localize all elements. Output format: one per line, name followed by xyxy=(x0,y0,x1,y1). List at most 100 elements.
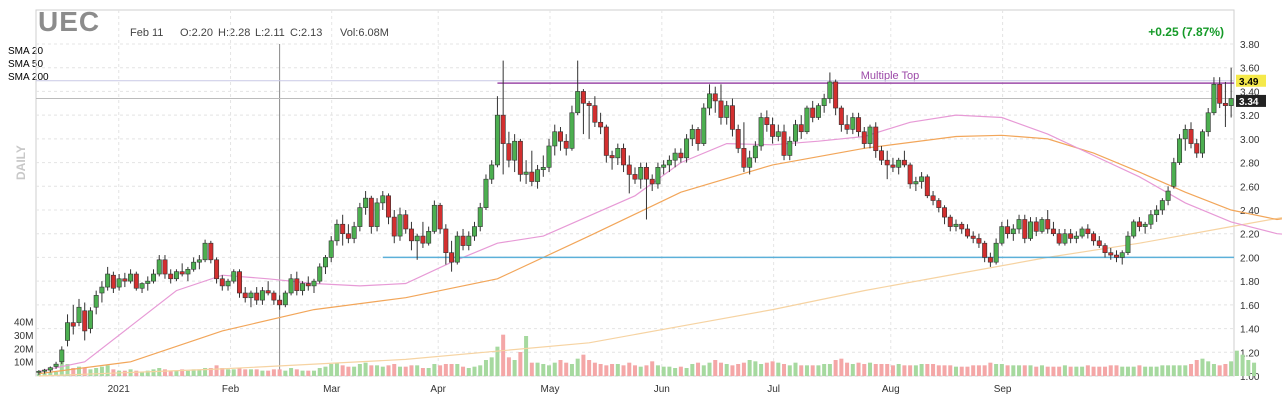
volume-bar xyxy=(770,361,775,376)
volume-bar xyxy=(713,360,718,376)
candle-body xyxy=(47,367,53,371)
volume-bar xyxy=(346,366,351,376)
volume-bar xyxy=(822,364,827,376)
volume-bar xyxy=(203,368,208,376)
volume-bar xyxy=(1206,361,1211,376)
volume-bar xyxy=(575,358,580,376)
volume-bar xyxy=(948,365,953,376)
volume-bar xyxy=(357,364,362,376)
candle-body xyxy=(959,223,965,230)
candle-body xyxy=(1222,102,1228,106)
candle-body xyxy=(110,274,116,289)
candle-body xyxy=(879,150,884,161)
high-price-marker-box xyxy=(1236,74,1266,87)
x-tick-label: Jun xyxy=(654,384,670,395)
volume-bar xyxy=(174,370,179,376)
volume-bar xyxy=(495,346,500,376)
candle-body xyxy=(1228,98,1234,106)
volume-bar xyxy=(283,370,288,376)
volume-bar xyxy=(753,361,758,376)
volume-bar xyxy=(420,368,425,376)
volume-bar xyxy=(1068,366,1073,376)
volume-bar xyxy=(162,369,167,376)
volume-bar xyxy=(598,364,603,376)
candle-body xyxy=(735,129,741,149)
y-tick-label: 2.80 xyxy=(1240,159,1260,170)
candle-body xyxy=(133,273,139,289)
volume-bar xyxy=(392,364,397,376)
candle-body xyxy=(1079,228,1085,237)
volume-bar xyxy=(501,334,506,376)
y-tick-label: 2.00 xyxy=(1240,253,1260,264)
candle-body xyxy=(987,257,993,263)
candle-body xyxy=(483,178,489,208)
volume-bar xyxy=(942,365,947,376)
volume-bar xyxy=(71,368,76,376)
volume-bar xyxy=(592,362,597,376)
candle-body xyxy=(838,107,844,125)
candle-body xyxy=(1050,228,1056,235)
candle-body xyxy=(265,290,271,294)
volume-bar xyxy=(1252,362,1257,376)
candle-body xyxy=(65,322,71,341)
volume-bar xyxy=(696,362,701,376)
plot-frame xyxy=(35,9,1235,377)
volume-bar xyxy=(266,370,271,376)
candle-body xyxy=(1171,162,1177,187)
candle-body xyxy=(500,114,506,144)
candle-body xyxy=(391,216,397,237)
candle-body xyxy=(1148,214,1154,225)
y-tick-label: 3.80 xyxy=(1240,40,1260,51)
candle-body xyxy=(856,117,862,133)
candle-body xyxy=(426,231,432,244)
volume-bar xyxy=(982,365,987,376)
candle-body xyxy=(248,292,254,299)
volume-bar xyxy=(220,368,225,376)
volume-bar xyxy=(604,365,609,376)
volume-bar xyxy=(999,364,1004,376)
volume-bar xyxy=(627,362,632,376)
y-tick-label: 2.20 xyxy=(1240,230,1260,241)
volume-bar xyxy=(701,365,706,376)
candle-body xyxy=(1159,200,1165,211)
candle-body xyxy=(156,259,162,275)
volume-bar xyxy=(1034,366,1039,376)
volume-bar xyxy=(661,366,666,376)
candle-body xyxy=(936,200,942,208)
volume-bar xyxy=(650,361,655,376)
candle-body xyxy=(798,124,804,133)
volume-bar xyxy=(873,364,878,376)
volume-bar xyxy=(1085,365,1090,376)
volume-bar xyxy=(988,362,993,376)
candle-body xyxy=(913,181,919,185)
candle-body xyxy=(861,131,867,144)
volume-bar xyxy=(134,370,139,376)
y-tick-label: 1.00 xyxy=(1240,372,1260,383)
volume-bar xyxy=(231,369,236,376)
volume-bar xyxy=(1051,366,1056,376)
volume-bar xyxy=(804,365,809,376)
candle-body xyxy=(930,195,936,201)
candle-body xyxy=(311,280,317,287)
candle-body xyxy=(408,228,414,242)
volume-bar xyxy=(105,365,110,376)
candle-body xyxy=(374,202,380,227)
candle-body xyxy=(225,280,231,287)
volume-bar xyxy=(466,368,471,376)
candle-body xyxy=(884,159,890,166)
volume-bar xyxy=(610,364,615,376)
candle-body xyxy=(586,102,592,106)
last-price-marker-box xyxy=(1236,94,1266,107)
candle-body xyxy=(1073,235,1079,239)
volume-bar xyxy=(965,366,970,376)
candle-body xyxy=(403,214,409,230)
volume-bar xyxy=(48,372,53,376)
volume-bar xyxy=(833,360,838,376)
candle-body xyxy=(701,107,707,144)
volume-bar xyxy=(764,362,769,376)
volume-bar xyxy=(1223,364,1228,376)
candle-body xyxy=(661,164,667,168)
candle-body xyxy=(867,126,873,144)
candle-body xyxy=(712,93,718,102)
candle-body xyxy=(615,148,621,159)
